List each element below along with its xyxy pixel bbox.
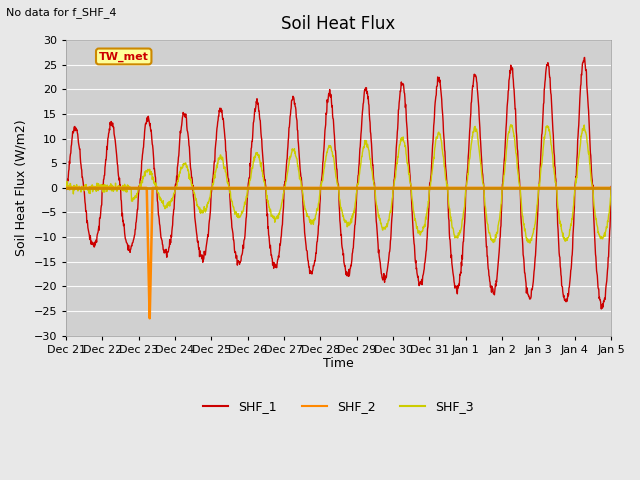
SHF_1 (598, 306, 605, 312)
SHF_3 (62, 182, 70, 188)
SHF_1 (104, 134, 112, 140)
SHF_3 (372, 201, 380, 206)
SHF_1 (62, 186, 70, 192)
Legend: SHF_1, SHF_2, SHF_3: SHF_1, SHF_2, SHF_3 (198, 395, 479, 418)
Y-axis label: Soil Heat Flux (W/m2): Soil Heat Flux (W/m2) (15, 120, 28, 256)
SHF_2 (127, 185, 134, 191)
Line: SHF_1: SHF_1 (66, 58, 611, 309)
Text: No data for f_SHF_4: No data for f_SHF_4 (6, 7, 117, 18)
SHF_2 (315, 185, 323, 191)
SHF_3 (104, 183, 112, 189)
SHF_1 (607, 184, 615, 190)
SHF_2 (146, 315, 154, 321)
SHF_2 (305, 185, 313, 191)
Text: TW_met: TW_met (99, 51, 148, 61)
X-axis label: Time: Time (323, 358, 354, 371)
SHF_1 (315, 223, 323, 229)
SHF_1 (580, 55, 588, 60)
Line: SHF_2: SHF_2 (66, 188, 611, 318)
SHF_3 (526, 240, 534, 246)
SHF_2 (62, 185, 70, 191)
SHF_1 (127, 247, 134, 252)
SHF_3 (305, 214, 312, 219)
SHF_2 (607, 185, 615, 191)
SHF_2 (294, 185, 301, 191)
SHF_2 (372, 185, 380, 191)
Title: Soil Heat Flux: Soil Heat Flux (282, 15, 396, 33)
SHF_3 (607, 186, 615, 192)
SHF_3 (507, 122, 515, 128)
SHF_1 (372, 218, 380, 224)
SHF_3 (315, 201, 323, 206)
SHF_3 (127, 185, 134, 191)
SHF_3 (294, 160, 301, 166)
SHF_1 (294, 127, 301, 133)
SHF_2 (104, 185, 112, 191)
Line: SHF_3: SHF_3 (66, 125, 611, 243)
SHF_1 (305, 262, 312, 268)
